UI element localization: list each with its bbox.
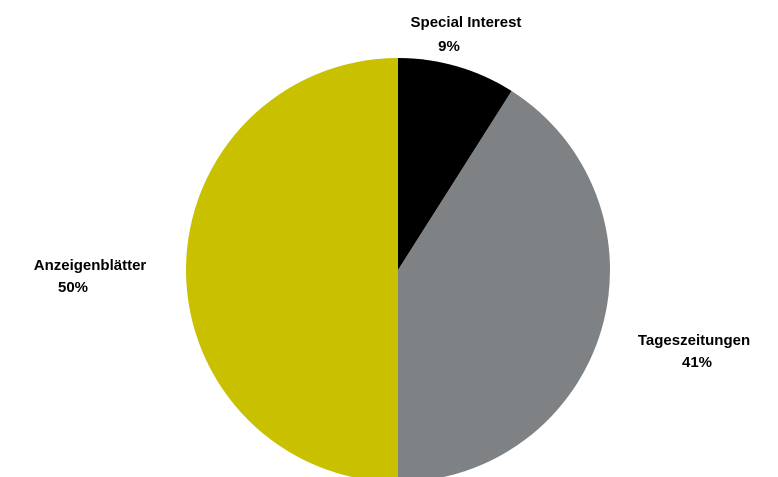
slice-value-special-interest: 9% (438, 38, 460, 55)
slice-value-anzeigenblaetter: 50% (58, 279, 88, 296)
pie-slice-anzeigenblaetter (186, 58, 398, 477)
pie-labels: Special Interest 9% Tageszeitungen 41% A… (34, 14, 750, 371)
slice-label-anzeigenblaetter: Anzeigenblätter (34, 257, 147, 274)
slice-label-tageszeitungen: Tageszeitungen (638, 332, 750, 349)
slice-value-tageszeitungen: 41% (682, 354, 712, 371)
pie-slice-tageszeitungen (398, 91, 611, 477)
pie-slice-special-interest (398, 58, 512, 270)
pie-slices (186, 58, 611, 477)
slice-label-special-interest: Special Interest (411, 14, 522, 31)
